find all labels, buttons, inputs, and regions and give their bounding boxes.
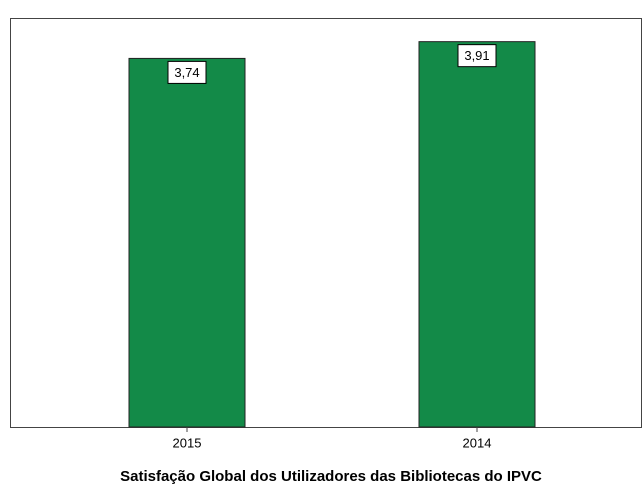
x-tick-label: 2014: [463, 435, 492, 450]
x-tick-label: 2015: [173, 435, 202, 450]
value-label: 3,74: [174, 65, 199, 80]
value-label-box: [457, 44, 497, 68]
bar: [418, 41, 536, 428]
bar: [128, 57, 246, 428]
x-axis-title: Satisfação Global dos Utilizadores das B…: [120, 468, 542, 485]
value-label-box: [167, 60, 207, 84]
plot-frame: [10, 18, 642, 428]
value-label: 3,91: [464, 48, 489, 63]
